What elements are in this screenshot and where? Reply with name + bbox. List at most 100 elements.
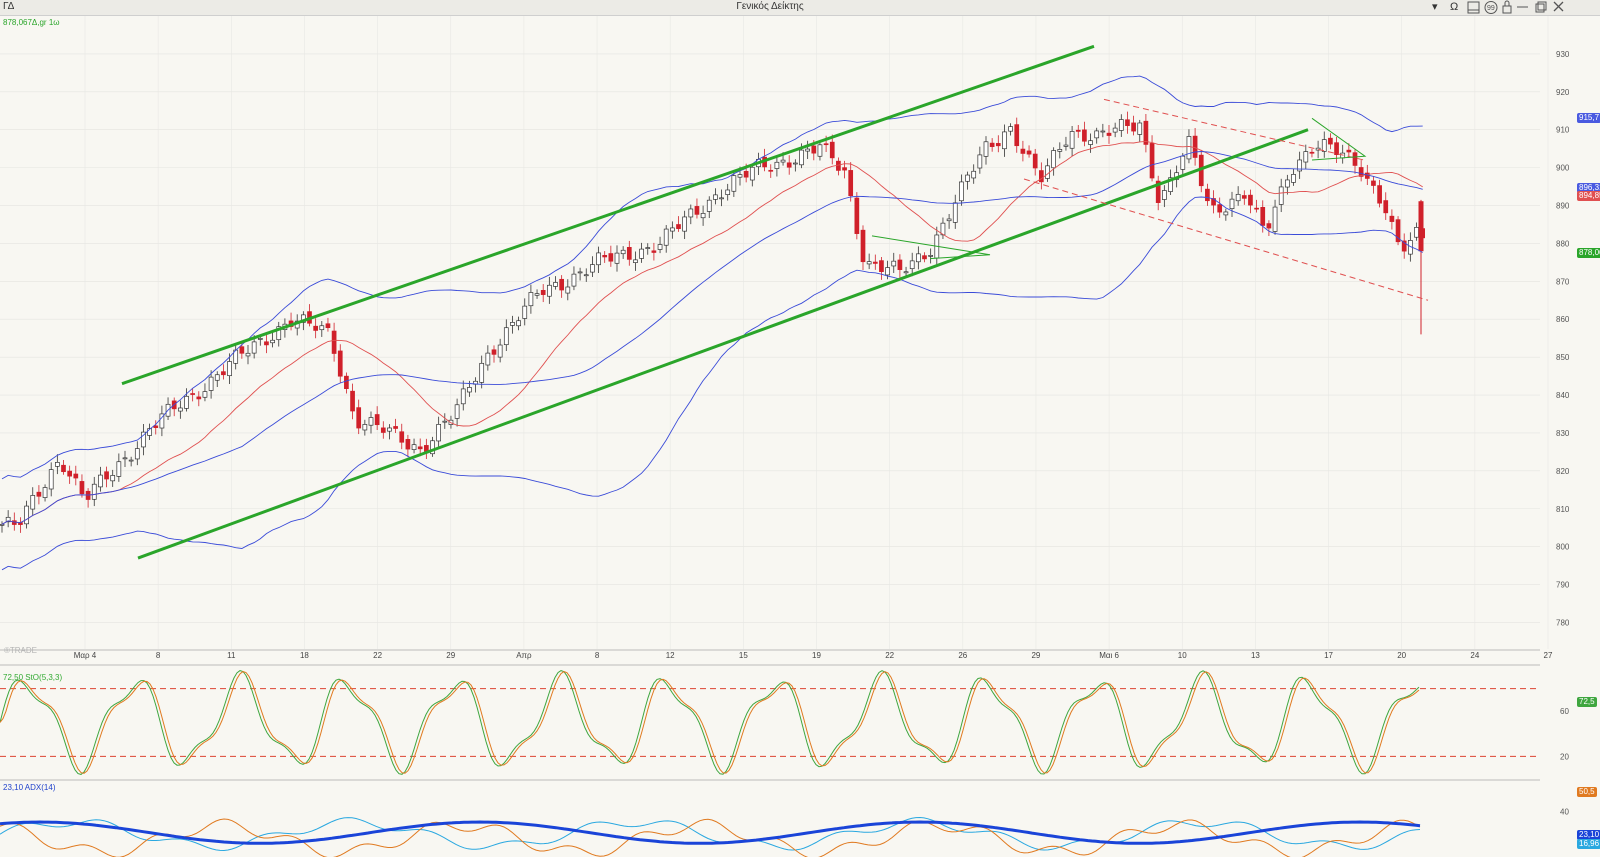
dropdown-arrow-icon[interactable]: ▾ bbox=[1432, 1, 1438, 13]
candle bbox=[719, 197, 724, 200]
candle bbox=[319, 325, 325, 331]
candle bbox=[700, 213, 706, 219]
candle bbox=[1321, 139, 1327, 152]
candle bbox=[1266, 223, 1272, 229]
candle bbox=[1008, 126, 1013, 132]
candle bbox=[116, 461, 122, 477]
candle bbox=[645, 247, 651, 249]
lock-icon[interactable] bbox=[1502, 5, 1512, 14]
candle bbox=[331, 330, 337, 354]
restore-icon[interactable] bbox=[1535, 3, 1545, 13]
candle bbox=[823, 143, 829, 146]
candle bbox=[1291, 174, 1296, 183]
candle bbox=[522, 305, 528, 319]
candle bbox=[79, 481, 85, 495]
candle bbox=[725, 189, 731, 195]
candle bbox=[805, 148, 811, 152]
candle bbox=[1112, 127, 1118, 133]
price-tick-label: 850 bbox=[1556, 353, 1570, 362]
candle bbox=[147, 428, 152, 436]
candle bbox=[1414, 227, 1419, 238]
x-tick-label: 26 bbox=[958, 651, 967, 660]
candle bbox=[553, 282, 558, 287]
candle bbox=[774, 161, 780, 169]
x-tick-label: 12 bbox=[666, 651, 675, 660]
candle bbox=[479, 362, 485, 383]
symbol-label: ΓΔ bbox=[3, 1, 15, 12]
candle bbox=[1038, 170, 1044, 183]
candle bbox=[1346, 149, 1352, 153]
x-tick-label: 19 bbox=[812, 651, 821, 660]
price-tick-label: 780 bbox=[1556, 618, 1570, 627]
candle bbox=[227, 361, 232, 377]
candle bbox=[903, 271, 909, 274]
candle bbox=[503, 327, 509, 346]
candle bbox=[1254, 207, 1259, 210]
candle bbox=[983, 141, 989, 157]
candle bbox=[1118, 119, 1124, 131]
x-tick-label: 20 bbox=[1397, 651, 1406, 660]
x-tick-label: 10 bbox=[1178, 651, 1187, 660]
candle bbox=[1389, 215, 1395, 222]
candle bbox=[682, 216, 688, 232]
layout-icon[interactable] bbox=[1467, 1, 1480, 14]
candle bbox=[313, 325, 318, 331]
candle bbox=[104, 471, 109, 480]
candle bbox=[713, 194, 718, 200]
candle bbox=[276, 326, 282, 341]
candle bbox=[1186, 136, 1192, 160]
candle bbox=[42, 487, 48, 498]
candle bbox=[1014, 124, 1020, 147]
candle bbox=[1229, 198, 1235, 209]
candle bbox=[1272, 206, 1278, 232]
candle bbox=[5, 516, 11, 523]
candle bbox=[909, 260, 915, 270]
omega-icon[interactable]: Ω bbox=[1450, 1, 1459, 13]
price-overlay: 878,067Δ,gr 1ω bbox=[3, 18, 60, 27]
candle bbox=[1032, 153, 1038, 169]
adx-line bbox=[0, 820, 1421, 845]
candle bbox=[688, 208, 694, 218]
candle bbox=[0, 523, 5, 526]
stoch-d-line bbox=[0, 671, 1420, 774]
candle bbox=[257, 338, 263, 340]
candle bbox=[110, 475, 116, 482]
candle bbox=[411, 444, 417, 450]
candle bbox=[98, 474, 103, 488]
candle bbox=[946, 218, 952, 222]
candle bbox=[626, 246, 632, 260]
candle bbox=[1149, 143, 1155, 179]
candle bbox=[694, 206, 700, 215]
quote-icon[interactable] bbox=[1484, 1, 1498, 14]
candle bbox=[134, 448, 140, 460]
adx-di-plus-line bbox=[0, 818, 1421, 857]
candle bbox=[1180, 155, 1186, 170]
x-tick-label: 22 bbox=[373, 651, 382, 660]
price-tick-label: 910 bbox=[1556, 126, 1570, 135]
close-icon[interactable] bbox=[1553, 1, 1564, 12]
stoch-tick-label: 20 bbox=[1560, 752, 1569, 761]
candle bbox=[67, 470, 73, 477]
candle bbox=[614, 252, 620, 264]
candle bbox=[73, 473, 79, 479]
price-tick-label: 840 bbox=[1556, 391, 1570, 400]
candle bbox=[1020, 148, 1026, 154]
candle bbox=[239, 346, 245, 354]
candle bbox=[153, 425, 159, 429]
adx-label: 23,10 ADX(14) bbox=[3, 783, 56, 792]
candle bbox=[706, 199, 712, 212]
candle bbox=[731, 175, 737, 192]
candle bbox=[971, 170, 977, 179]
candle bbox=[1303, 151, 1309, 163]
candle bbox=[602, 254, 608, 258]
falling-channel-line bbox=[1103, 98, 1365, 161]
candle bbox=[467, 387, 472, 393]
candle bbox=[362, 424, 368, 431]
badge-adx-di-plus: 50,5 bbox=[1577, 787, 1597, 797]
x-tick-label: 8 bbox=[156, 651, 161, 660]
candle bbox=[922, 255, 927, 260]
candle bbox=[528, 292, 534, 307]
candle bbox=[1026, 150, 1032, 155]
candle bbox=[676, 224, 681, 229]
stoch-tick-label: 60 bbox=[1560, 707, 1569, 716]
